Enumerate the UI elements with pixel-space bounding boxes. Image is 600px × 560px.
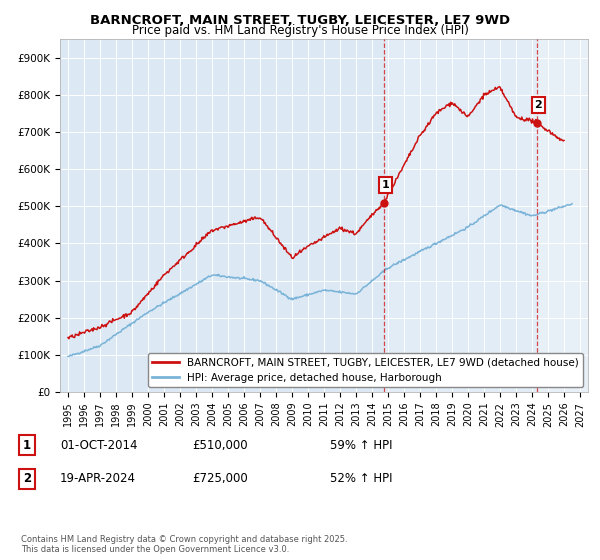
Text: 59% ↑ HPI: 59% ↑ HPI [330,438,392,452]
Text: BARNCROFT, MAIN STREET, TUGBY, LEICESTER, LE7 9WD: BARNCROFT, MAIN STREET, TUGBY, LEICESTER… [90,14,510,27]
Text: 52% ↑ HPI: 52% ↑ HPI [330,472,392,486]
Bar [384,39,588,392]
Legend: BARNCROFT, MAIN STREET, TUGBY, LEICESTER, LE7 9WD (detached house), HPI: Average: BARNCROFT, MAIN STREET, TUGBY, LEICESTER… [148,353,583,387]
Text: Contains HM Land Registry data © Crown copyright and database right 2025.
This d: Contains HM Land Registry data © Crown c… [21,535,347,554]
Text: 01-OCT-2014: 01-OCT-2014 [60,438,137,452]
Text: 2: 2 [535,100,542,110]
Text: £725,000: £725,000 [192,472,248,486]
Text: Price paid vs. HM Land Registry's House Price Index (HPI): Price paid vs. HM Land Registry's House … [131,24,469,36]
Text: 1: 1 [23,438,31,452]
Bar [537,39,588,392]
Text: £510,000: £510,000 [192,438,248,452]
Text: 2: 2 [23,472,31,486]
Text: 19-APR-2024: 19-APR-2024 [60,472,136,486]
Text: 1: 1 [382,180,389,190]
